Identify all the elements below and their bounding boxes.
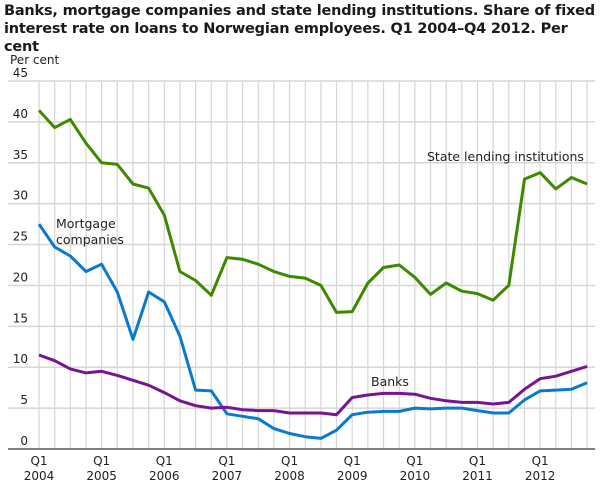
- x-tick-year-label: 2010: [400, 469, 431, 483]
- series-line-state-lending-institutions: [37, 109, 588, 314]
- x-tick-label: Q1: [218, 454, 235, 468]
- x-tick-label: Q1: [156, 454, 173, 468]
- x-tick-year-label: 2005: [86, 469, 117, 483]
- y-tick-label: 20: [13, 270, 28, 284]
- y-tick-label: 40: [13, 107, 28, 121]
- x-tick-label: Q1: [281, 454, 298, 468]
- x-tick-year-label: 2007: [212, 469, 243, 483]
- x-tick-year-label: 2012: [525, 469, 556, 483]
- x-tick-year-label: 2008: [274, 469, 305, 483]
- y-tick-label: 30: [13, 189, 28, 203]
- x-tick-year-label: 2009: [337, 469, 368, 483]
- y-tick-label: 35: [13, 148, 28, 162]
- x-tick-label: Q1: [469, 454, 486, 468]
- x-tick-label: Q1: [93, 454, 110, 468]
- series-label: companies: [56, 232, 124, 247]
- y-tick-label: 15: [13, 311, 28, 325]
- y-tick-label: 5: [20, 393, 28, 407]
- series-line-banks: [38, 353, 588, 417]
- y-tick-label: 10: [13, 352, 28, 366]
- x-tick-year-label: 2004: [24, 469, 55, 483]
- y-tick-label: 0: [20, 434, 28, 448]
- series-label: Mortgage: [56, 216, 116, 231]
- x-tick-year-label: 2011: [462, 469, 493, 483]
- series-line-mortgage-companies: [37, 223, 588, 440]
- y-tick-label: 25: [13, 230, 28, 244]
- y-axis-label: Per cent: [10, 53, 60, 67]
- x-tick-year-label: 2006: [149, 469, 180, 483]
- x-tick-label: Q1: [30, 454, 47, 468]
- x-tick-label: Q1: [344, 454, 361, 468]
- series-label: State lending institutions: [427, 149, 584, 164]
- series-label: Banks: [371, 374, 409, 389]
- x-tick-label: Q1: [532, 454, 549, 468]
- chart-title: Banks, mortgage companies and state lend…: [4, 3, 595, 55]
- y-tick-label: 45: [13, 66, 28, 80]
- x-tick-label: Q1: [406, 454, 423, 468]
